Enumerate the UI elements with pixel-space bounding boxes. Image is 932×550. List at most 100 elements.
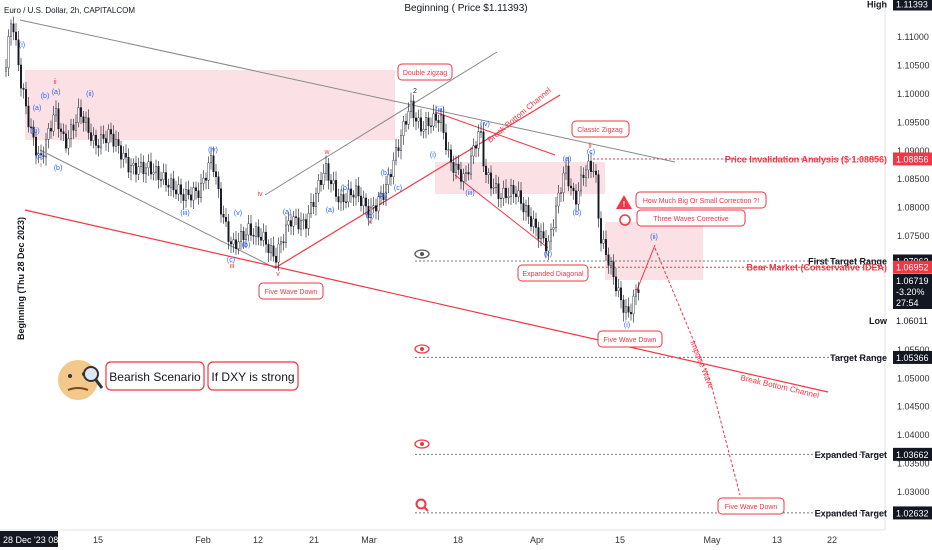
wave-label: (c) [587,149,595,156]
price-tag [893,506,932,520]
candle-body [69,124,72,139]
candle-body [127,157,130,173]
candle-body [192,187,195,201]
callout-how-much[interactable]: How Much Big Or Small Correction ?! [635,191,767,209]
time-start-tag [0,531,58,547]
y-tick-label: 1.10500 [897,60,930,70]
price-level-label: Price Invalidation Analysis ($ 1.08856) [725,154,887,164]
candle-body [387,173,390,185]
svg-text:Double zigzag: Double zigzag [403,70,447,77]
wave-label: (v) [234,210,242,217]
wave-label: (b) [381,170,390,177]
y-tick-label: 1.03500 [897,459,930,469]
candle-body [405,121,408,125]
candle-body [94,134,97,146]
candle-body [47,128,50,140]
rising-trendline[interactable] [264,51,498,196]
candle-body [14,31,17,41]
candle-body [385,184,388,200]
lightbulb-icon [619,214,631,226]
wave-label: (a) [283,209,292,216]
candle-body [427,117,430,127]
candle-body [580,174,583,192]
candle-body [565,165,568,174]
candle-body [535,218,538,228]
wave-label: (b) [573,210,582,217]
candle-body [415,117,418,122]
callout-three-waves[interactable]: Three Waves Corrective [636,209,746,227]
candle-body [635,289,638,297]
candle-body [410,100,413,112]
candle-body [219,188,222,215]
candle-body [197,190,200,198]
candle-body [149,161,152,175]
time-axis[interactable] [0,530,885,550]
candle-body [420,117,423,132]
impulse-projection-line[interactable] [654,247,741,496]
channel-upper-line[interactable] [19,19,676,163]
candle-body [320,180,323,185]
candle-body [375,205,378,212]
candle-body [472,145,475,157]
candle-body [577,190,580,205]
current-price-text: -3.20% [896,287,925,297]
candle-body [50,128,53,132]
diagonal-line[interactable] [454,174,549,249]
price-tag [893,314,932,328]
candle-body [139,162,142,167]
candle-body [337,196,340,203]
svg-text:Five Wave Down: Five Wave Down [604,337,657,344]
wave-label: (a) [379,192,388,199]
wave-label: (iii) [30,128,39,135]
candle-body [260,236,263,241]
svg-text:Three Waves Corrective: Three Waves Corrective [653,216,728,223]
y-tick-label: 1.09000 [897,146,930,156]
candle-body [267,244,270,254]
candle-body [35,137,38,156]
candle-body [622,299,625,313]
zigzag-channel-line[interactable] [434,111,556,156]
candle-body [114,139,117,147]
candle-body [380,192,383,197]
candle-body [12,23,15,33]
dxy-strong-box[interactable]: If DXY is strong [207,361,299,391]
candle-body [207,162,210,181]
price-level-label: Expanded Target [815,508,887,518]
candle-body [345,201,348,203]
candle-body [315,193,318,207]
candle-body [30,126,33,128]
candle-body [470,155,473,175]
price-tag-value: 1.06011 [896,316,928,326]
break-bottom-channel-label-2: Break Bottom Channel [740,373,821,400]
wave-label: (ii) [650,234,658,241]
svg-text:How Much Big Or Small Correcti: How Much Big Or Small Correction ?! [643,198,759,205]
candle-body [545,237,548,252]
callout-five-wave-down-2[interactable]: Five Wave Down [597,330,663,348]
candle-body [627,306,630,313]
wave-label: iv [257,191,263,198]
bearish-scenario-box[interactable]: Bearish Scenario [105,361,205,391]
break-bottom-channel-line-1[interactable] [274,94,561,269]
candle-body [227,221,230,242]
callout-expanded-diagonal[interactable]: Expanded Diagonal [517,264,589,282]
callout-classic-zigzag[interactable]: Classic Zigzag [571,120,630,138]
candle-body [270,245,273,254]
y-tick-label: 1.07500 [897,231,930,241]
candle-body [179,184,182,195]
candle-body [209,155,212,164]
callout-five-wave-down-3[interactable]: Five Wave Down [717,497,785,515]
callout-five-wave-down-1[interactable]: Five Wave Down [258,282,324,300]
break-bottom-channel-line-2[interactable] [24,209,829,393]
callout-double-zigzag[interactable]: Double zigzag [397,63,453,81]
candle-body [234,239,237,249]
candle-body [612,261,615,278]
wave-label: (c) [394,185,402,192]
current-price-text: 1.06719 [896,276,929,286]
candle-body [217,176,220,189]
x-tick-label: 15 [615,535,625,545]
candle-body [202,177,205,184]
svg-text:Bearish Scenario: Bearish Scenario [109,370,201,384]
candle-body [72,124,75,131]
svg-text:Classic Zigzag: Classic Zigzag [577,127,623,134]
